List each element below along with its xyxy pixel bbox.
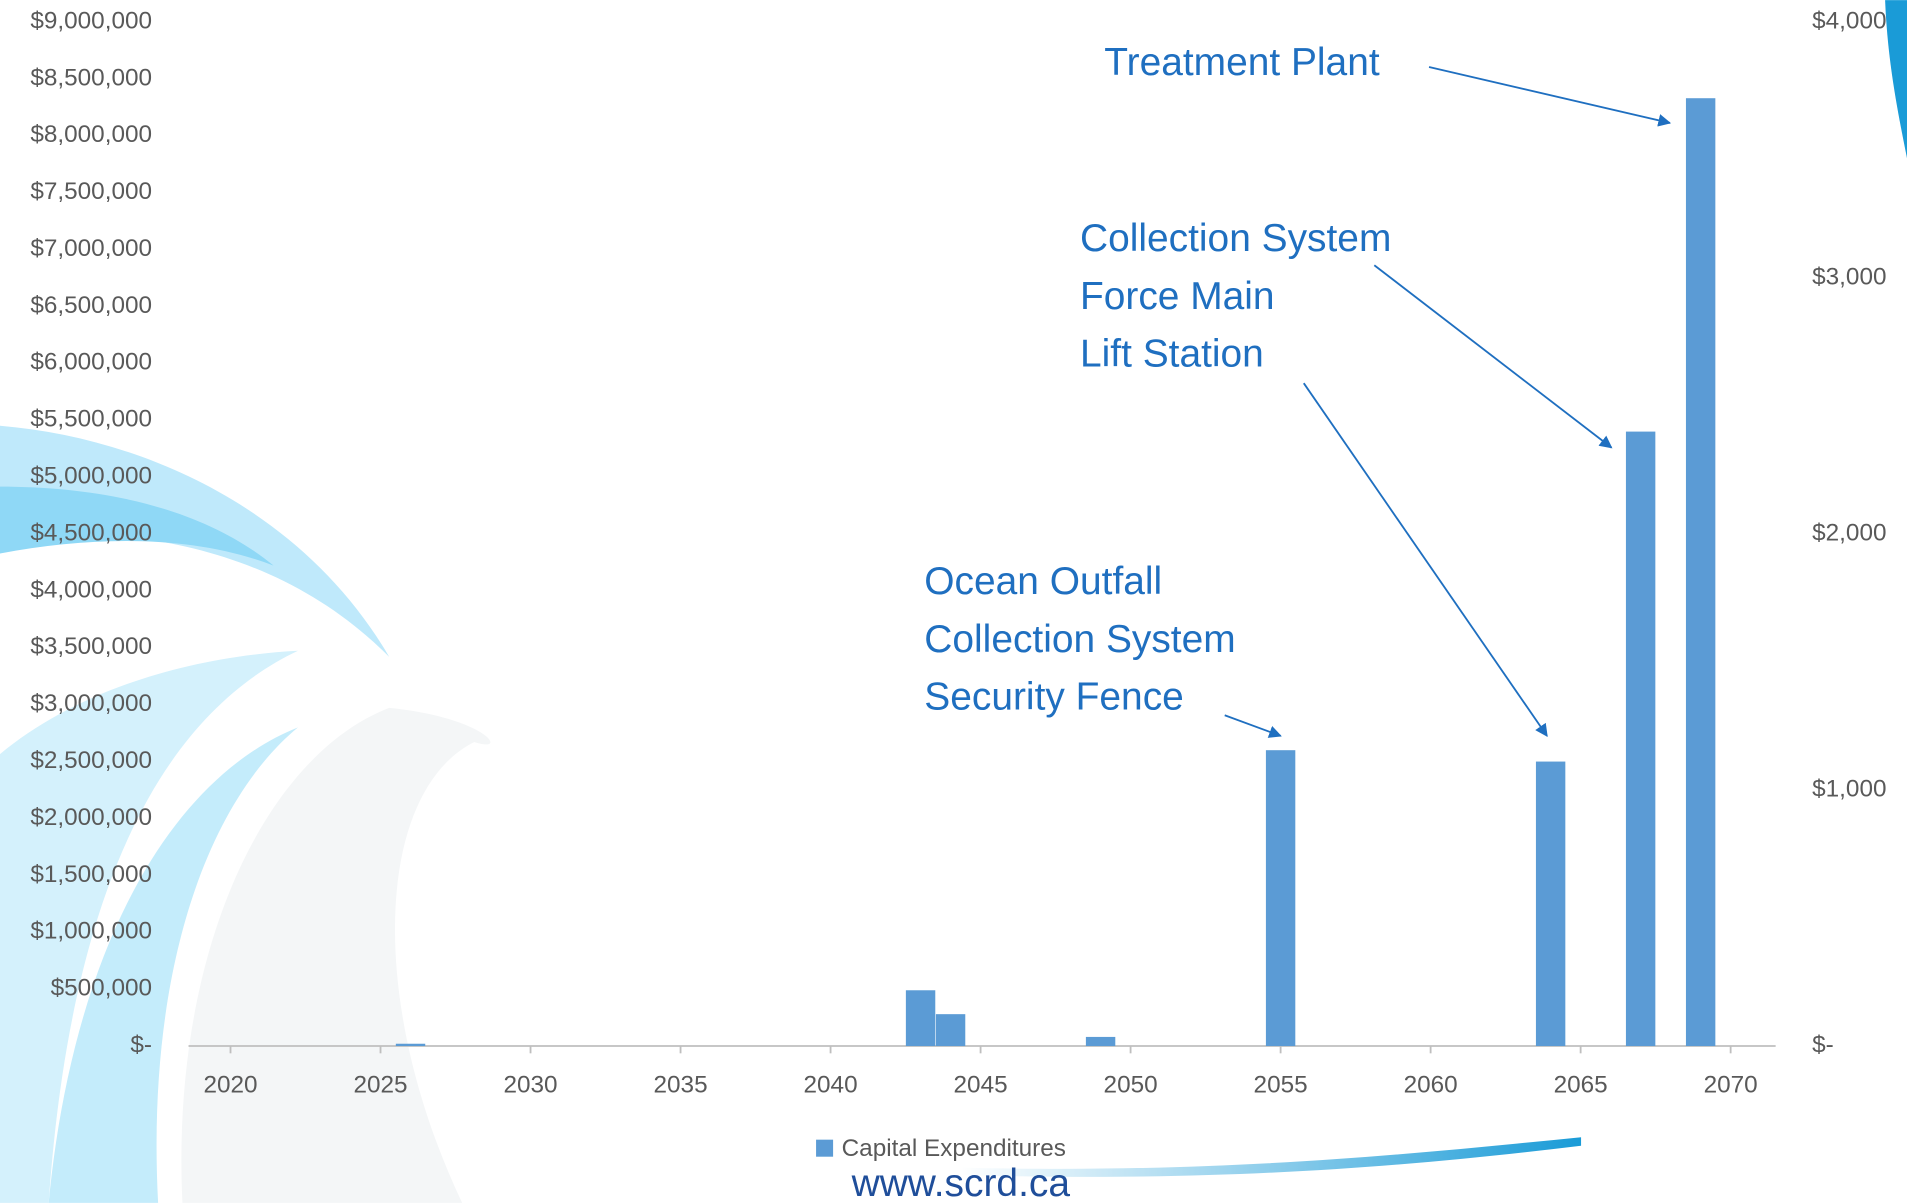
bar: [935, 1014, 966, 1047]
y-tick-label: $4,500,000: [30, 519, 152, 546]
x-tick-label: 2055: [1254, 1072, 1308, 1099]
y-tick-label: $8,500,000: [30, 64, 152, 91]
x-tick-label: 2050: [1104, 1072, 1158, 1099]
y-tick-label: $5,500,000: [30, 406, 152, 433]
y-tick-label: $2,500,000: [30, 747, 152, 774]
x-tick-label: 2020: [203, 1072, 257, 1099]
y-tick-label: $8,000,000: [30, 121, 152, 148]
y-tick-label: $1,500,000: [30, 861, 152, 888]
y-tick-label: $7,500,000: [30, 178, 152, 205]
x-tick-label: 2030: [503, 1072, 557, 1099]
annotation-arrow: [1303, 382, 1548, 737]
y2-tick-label: $4,000: [1812, 7, 1886, 34]
annotation-arrow: [1428, 66, 1672, 127]
bar: [395, 1043, 426, 1047]
x-tick-label: 2025: [353, 1072, 407, 1099]
bar: [1265, 750, 1296, 1047]
y-tick-label: $1,000,000: [30, 918, 152, 945]
annotation: Collection System: [924, 618, 1235, 661]
y-tick-label: $6,000,000: [30, 349, 152, 376]
x-tick-label: 2035: [654, 1072, 708, 1099]
y-tick-label: $9,000,000: [30, 7, 152, 34]
bar: [1625, 431, 1656, 1047]
annotation: Lift Station: [1080, 333, 1264, 376]
x-tick-label: 2065: [1554, 1072, 1608, 1099]
annotation-arrow: [1373, 264, 1613, 449]
y2-tick-label: $3,000: [1812, 263, 1886, 290]
y-tick-label: $4,000,000: [30, 576, 152, 603]
y-tick-label: $2,000,000: [30, 804, 152, 831]
annotation: Collection System: [1080, 217, 1391, 260]
y-tick-label: $3,500,000: [30, 633, 152, 660]
footer: www.scrd.ca: [851, 1162, 1071, 1203]
y-tick-label: $3,000,000: [30, 690, 152, 717]
y-tick-label: $7,000,000: [30, 235, 152, 262]
y-tick-label: $5,000,000: [30, 463, 152, 490]
x-tick-label: 2060: [1404, 1072, 1458, 1099]
annotation-arrow: [1224, 714, 1282, 738]
x-tick-label: 2045: [954, 1072, 1008, 1099]
x-tick-label: 2070: [1704, 1072, 1758, 1099]
annotation: Treatment Plant: [1104, 41, 1380, 84]
x-tick-label: 2040: [804, 1072, 858, 1099]
y2-tick-label: $2,000: [1812, 519, 1886, 546]
y-tick-label: $6,500,000: [30, 292, 152, 319]
legend-label: Capital Expenditures: [842, 1135, 1066, 1162]
bar: [1685, 98, 1716, 1047]
bar: [1535, 761, 1566, 1047]
annotation: Security Fence: [924, 676, 1183, 719]
y2-tick-label: $1,000: [1812, 775, 1886, 802]
bar: [1085, 1036, 1116, 1047]
legend-swatch: [816, 1139, 834, 1157]
y2-tick-label: $-: [1812, 1031, 1834, 1058]
y-tick-label: $500,000: [51, 975, 152, 1002]
annotation: Ocean Outfall: [924, 560, 1162, 603]
annotation: Force Main: [1080, 275, 1275, 318]
bar: [905, 990, 936, 1047]
y-tick-label: $-: [130, 1031, 152, 1058]
